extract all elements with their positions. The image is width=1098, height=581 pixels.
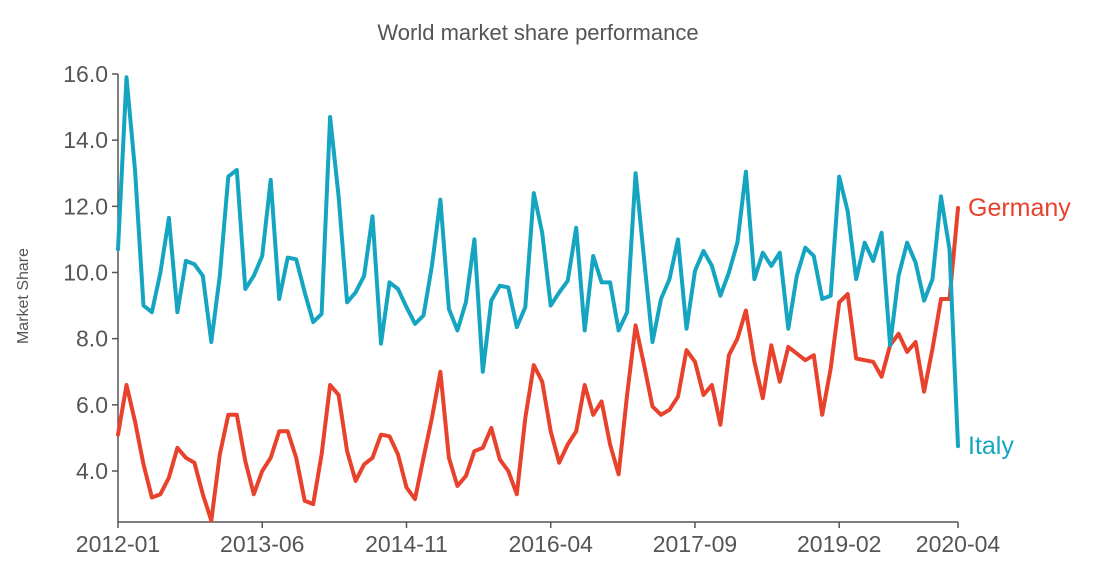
chart-title: World market share performance	[377, 20, 698, 45]
series-label-italy: Italy	[968, 432, 1014, 460]
x-tick-label: 2013-06	[220, 531, 304, 557]
y-axis-ticks: 4.0 6.0 8.0 10.0 12.0 14.0 16.0	[63, 61, 118, 484]
x-axis-ticks: 2012-01 2013-06 2014-11 2016-04 2017-09 2019-…	[76, 522, 1001, 557]
y-tick-label: 10.0	[63, 260, 108, 286]
y-axis-label: Market Share	[15, 248, 32, 344]
y-tick-label: 16.0	[63, 61, 108, 87]
y-tick-label: 6.0	[76, 392, 108, 418]
y-tick-label: 14.0	[63, 127, 108, 153]
series-line-italy	[116, 75, 960, 449]
y-tick-label: 4.0	[76, 458, 108, 484]
series-line-germany	[116, 206, 960, 523]
x-tick-label: 2012-01	[76, 531, 160, 557]
x-tick-label: 2020-04	[916, 531, 1001, 557]
x-tick-label: 2016-04	[509, 531, 594, 557]
x-tick-label: 2019-02	[797, 531, 881, 557]
y-tick-label: 12.0	[63, 193, 108, 219]
x-tick-label: 2017-09	[653, 531, 737, 557]
x-tick-label: 2014-11	[365, 531, 448, 557]
series-labels: Germany Italy	[968, 194, 1071, 460]
series-lines	[116, 75, 960, 523]
y-tick-label: 8.0	[76, 326, 108, 352]
series-label-germany: Germany	[968, 194, 1071, 222]
